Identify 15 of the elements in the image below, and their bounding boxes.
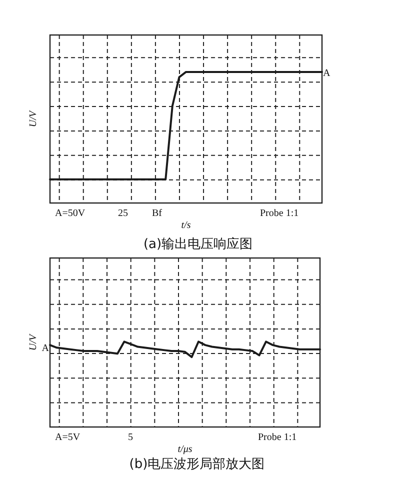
x-axis-title: t/μs — [178, 444, 192, 455]
text: Bf — [152, 208, 163, 219]
text: Probe 1:1 — [258, 432, 297, 443]
text: A=50V — [55, 208, 86, 219]
text: Probe 1:1 — [260, 208, 299, 219]
text: (b)电压波形局部放大图 — [129, 457, 265, 472]
text: A=5V — [55, 432, 81, 443]
text: (a)输出电压响应图 — [143, 236, 253, 252]
text: A — [42, 343, 50, 354]
y-axis-title: U/V — [28, 109, 39, 128]
text: A — [323, 68, 331, 79]
text: 25 — [118, 208, 128, 219]
text: 5 — [128, 432, 133, 443]
y-axis-title: U/V — [28, 332, 39, 351]
x-axis-title: t/s — [181, 220, 191, 231]
